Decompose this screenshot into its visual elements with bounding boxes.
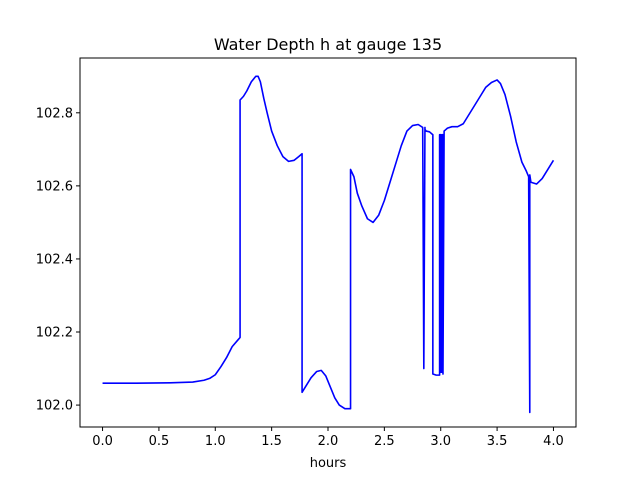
y-axis: 102.0 102.2 102.4 102.6 102.8 (36, 106, 80, 414)
x-tick-label: 1.0 (205, 434, 226, 449)
y-tick-label: 102.0 (36, 399, 73, 414)
x-tick-label: 4.0 (543, 434, 564, 449)
x-tick-label: 3.5 (487, 434, 508, 449)
x-tick-label: 3.0 (430, 434, 451, 449)
y-tick-label: 102.6 (36, 179, 73, 194)
x-tick-label: 2.5 (374, 434, 395, 449)
x-tick-label: 0.5 (149, 434, 170, 449)
x-tick-label: 0.0 (92, 434, 113, 449)
x-tick-label: 1.5 (261, 434, 282, 449)
chart-title: Water Depth h at gauge 135 (214, 35, 442, 54)
x-tick-label: 2.0 (318, 434, 339, 449)
x-axis: 0.0 0.5 1.0 1.5 2.0 2.5 3.0 3.5 4.0 (92, 427, 564, 449)
plot-area (102, 75, 555, 414)
x-axis-label: hours (310, 456, 347, 471)
y-tick-label: 102.4 (36, 252, 73, 267)
y-tick-label: 102.8 (36, 106, 73, 121)
y-tick-label: 102.2 (36, 326, 73, 341)
series-line-0 (102, 75, 555, 414)
